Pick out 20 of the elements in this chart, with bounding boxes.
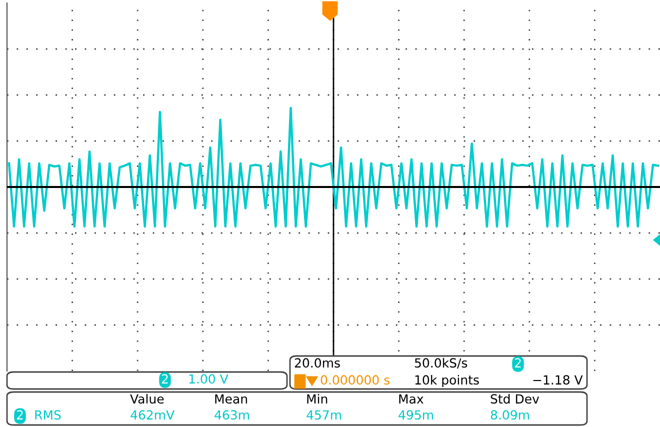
text: 2 <box>162 374 168 384</box>
text: 2 <box>514 358 521 368</box>
text: 10k points <box>415 374 479 388</box>
text: 1.00 V <box>189 374 228 384</box>
text: 50.0kS/s <box>414 358 468 369</box>
text: Max <box>399 394 424 404</box>
text: Min <box>307 394 328 404</box>
text: 20.0ms <box>294 358 340 368</box>
text: 463m <box>214 410 249 420</box>
text: 2 <box>16 410 23 420</box>
text: 0.000000 s <box>320 375 390 385</box>
text: Mean <box>215 394 247 404</box>
text: 8.09m <box>490 410 529 420</box>
text: Std Dev <box>490 394 540 404</box>
text: −1.18 V <box>533 375 583 385</box>
text: RMS <box>35 410 61 420</box>
text: 495m <box>398 410 433 420</box>
text: Value <box>130 394 164 404</box>
text: 457m <box>306 410 341 420</box>
text: 462mV <box>130 410 174 420</box>
